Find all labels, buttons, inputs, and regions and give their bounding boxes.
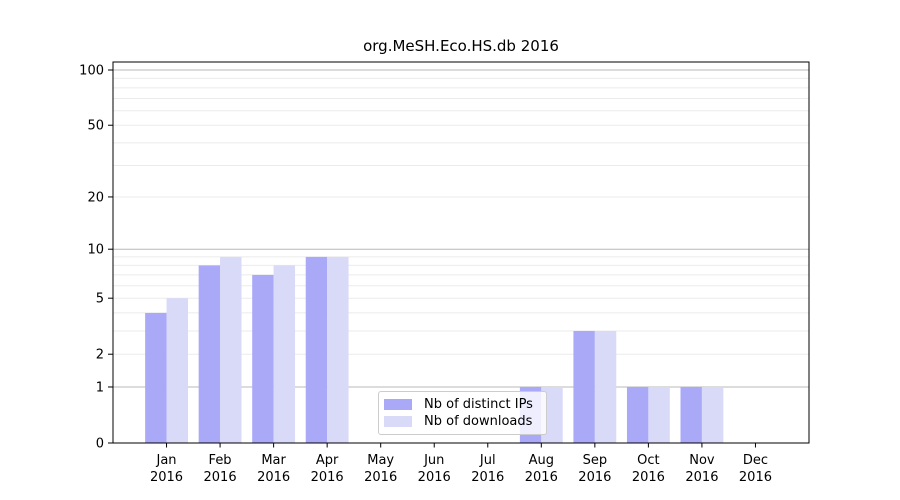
y-tick-label: 50 bbox=[87, 119, 104, 134]
plot-border bbox=[112, 61, 810, 444]
bar-jan-downloads bbox=[166, 298, 188, 443]
y-tick-label: 0 bbox=[96, 437, 104, 452]
chart-title: org.MeSH.Eco.HS.db 2016 bbox=[363, 37, 559, 55]
x-tick-label-apr: Apr 2016 bbox=[311, 453, 344, 485]
x-tick-label-feb: Feb 2016 bbox=[204, 453, 237, 485]
bar-mar-distinct-ips bbox=[252, 274, 274, 443]
legend-label-distinct-ips: Nb of distinct IPs bbox=[424, 397, 533, 412]
x-tick-label-jun: Jun 2016 bbox=[418, 453, 451, 485]
legend-entry-distinct-ips: Nb of distinct IPs bbox=[384, 396, 538, 413]
bar-feb-downloads bbox=[220, 256, 242, 443]
bar-nov-downloads bbox=[701, 386, 724, 443]
bar-oct-downloads bbox=[648, 386, 670, 443]
y-tick-label: 2 bbox=[96, 348, 104, 363]
bar-apr-downloads bbox=[327, 256, 349, 443]
legend: Nb of distinct IPs Nb of downloads bbox=[378, 391, 547, 435]
bar-sep-distinct-ips bbox=[573, 330, 595, 443]
x-axis: Jan 2016 Feb 2016 Mar 2016 Apr 2016 May 2016 Jun 20… bbox=[150, 443, 772, 485]
y-tick-label: 1 bbox=[96, 380, 104, 395]
x-tick-label-mar: Mar 2016 bbox=[257, 453, 290, 485]
y-tick-label: 20 bbox=[87, 190, 104, 205]
y-tick-label: 5 bbox=[96, 292, 104, 307]
bar-nov-distinct-ips bbox=[680, 386, 702, 443]
legend-label-downloads: Nb of downloads bbox=[424, 414, 533, 429]
x-tick-label-aug: Aug 2016 bbox=[525, 453, 558, 485]
series-downloads bbox=[166, 256, 724, 443]
y-tick-label: 10 bbox=[87, 243, 104, 258]
bar-jan-distinct-ips bbox=[145, 312, 167, 443]
x-tick-label-sep: Sep 2016 bbox=[578, 453, 611, 485]
y-axis: 0 1 2 5 10 20 50 100 bbox=[79, 64, 113, 452]
legend-entry-downloads: Nb of downloads bbox=[384, 413, 538, 430]
x-tick-label-jan: Jan 2016 bbox=[150, 453, 183, 485]
series-distinct-ips bbox=[145, 256, 702, 443]
legend-swatch-downloads bbox=[384, 416, 412, 427]
bar-feb-distinct-ips bbox=[198, 265, 221, 443]
x-tick-label-nov: Nov 2016 bbox=[685, 453, 718, 485]
bar-sep-downloads bbox=[594, 330, 617, 443]
bar-apr-distinct-ips bbox=[305, 256, 328, 443]
x-tick-label-jul: Jul 2016 bbox=[471, 453, 504, 485]
x-tick-label-oct: Oct 2016 bbox=[632, 453, 665, 485]
legend-swatch-distinct-ips bbox=[384, 399, 412, 410]
x-tick-label-dec: Dec 2016 bbox=[739, 453, 772, 485]
x-tick-label-may: May 2016 bbox=[364, 453, 397, 485]
y-tick-label: 100 bbox=[79, 64, 104, 79]
bar-mar-downloads bbox=[273, 265, 296, 443]
bar-oct-distinct-ips bbox=[626, 386, 649, 443]
